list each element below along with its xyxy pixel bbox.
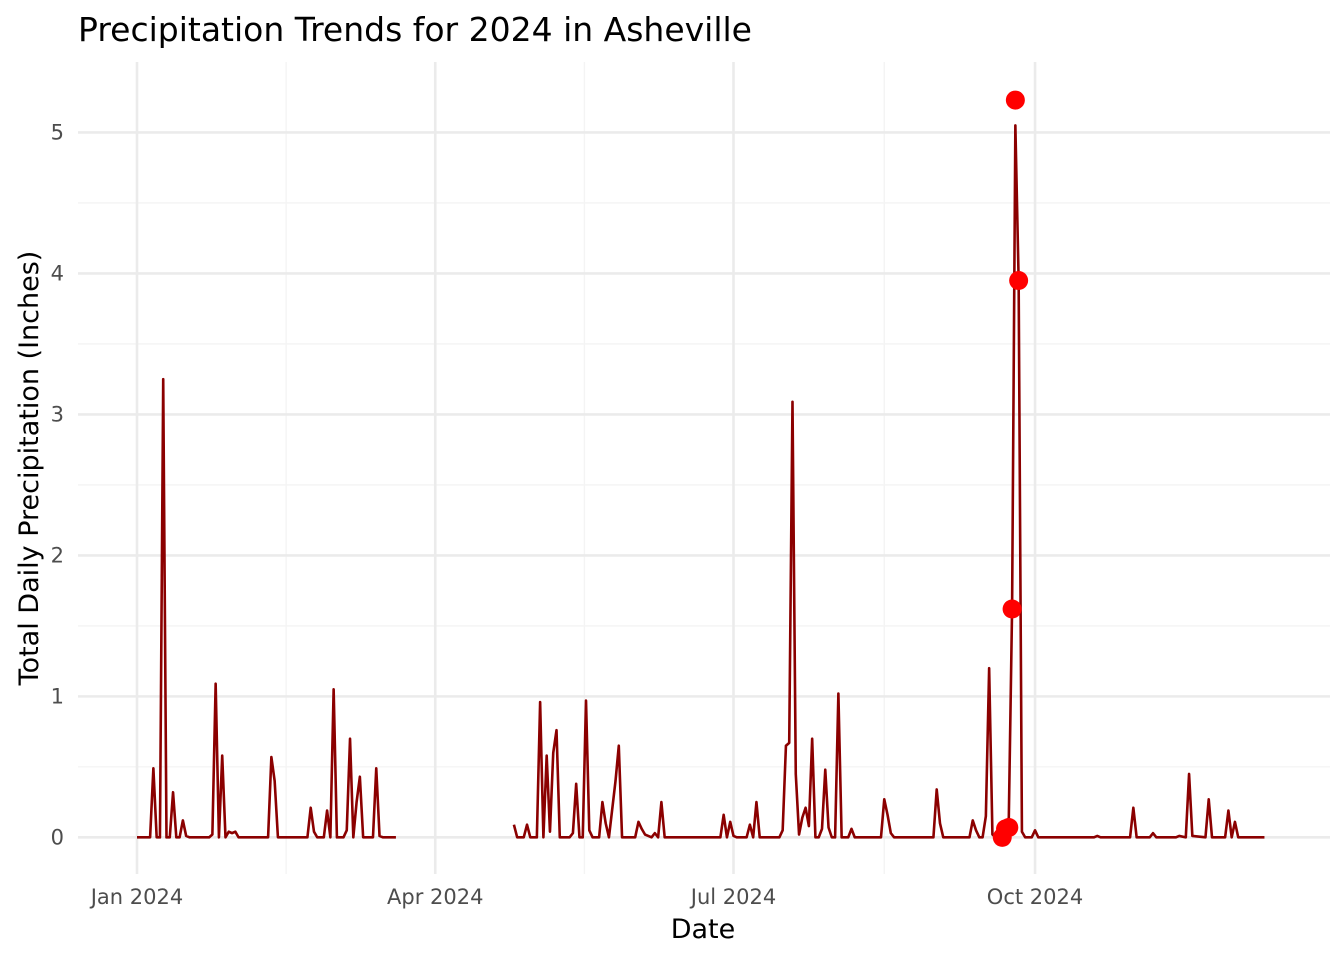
minor-gridlines xyxy=(78,62,1330,874)
series-line-segment xyxy=(512,124,1265,839)
highlight-point xyxy=(999,817,1019,837)
y-tick-label: 2 xyxy=(51,543,64,567)
x-tick-label: Jul 2024 xyxy=(689,885,776,909)
precipitation-series xyxy=(136,124,1265,839)
y-tick-label: 5 xyxy=(51,120,64,144)
y-axis-title: Total Daily Precipitation (Inches) xyxy=(14,251,45,687)
y-tick-label: 3 xyxy=(51,402,64,426)
series-line-segment xyxy=(136,377,396,839)
x-axis-title: Date xyxy=(671,914,736,945)
x-tick-label: Apr 2024 xyxy=(387,885,483,909)
y-tick-label: 0 xyxy=(51,825,64,849)
chart-title: Precipitation Trends for 2024 in Ashevil… xyxy=(78,10,752,49)
major-gridlines xyxy=(78,62,1330,874)
axis-tick-labels: 0 1 2 3 4 5 Jan 2024 Apr 2024 Jul 2024 Oct 2024 xyxy=(51,120,1084,909)
highlight-points xyxy=(992,90,1029,847)
highlight-point xyxy=(1005,90,1025,110)
y-tick-label: 1 xyxy=(51,684,64,708)
highlight-point xyxy=(1002,599,1022,619)
x-tick-label: Jan 2024 xyxy=(89,885,184,909)
x-tick-label: Oct 2024 xyxy=(987,885,1083,909)
y-tick-label: 4 xyxy=(51,261,64,285)
highlight-point xyxy=(1009,271,1029,291)
